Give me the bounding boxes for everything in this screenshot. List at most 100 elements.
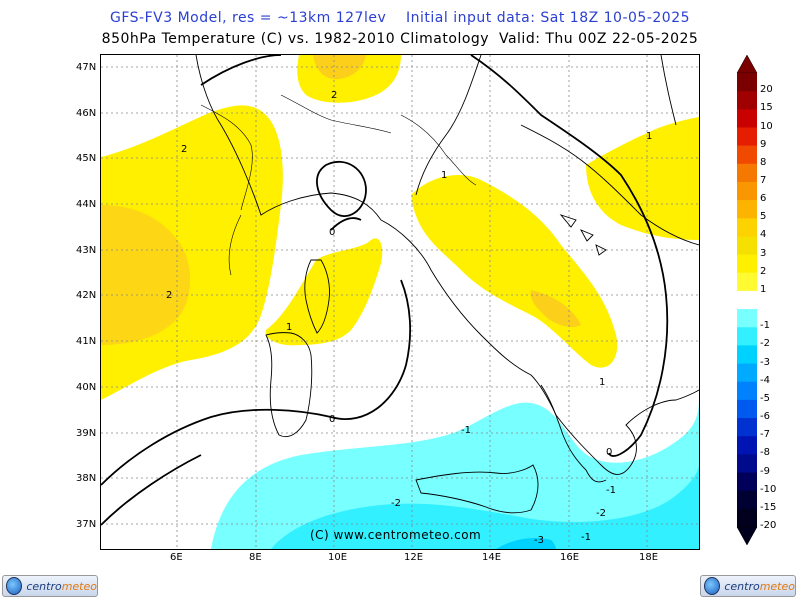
contour-label: -2 bbox=[391, 498, 401, 509]
colorbar-label: 8 bbox=[760, 156, 767, 168]
colorbar-label: -7 bbox=[760, 429, 770, 441]
colorbar-cell bbox=[737, 218, 757, 237]
map-canvas: 2 2 2 1 1 1 0 0 0 -1 -1 -2 -2 -3 1 -1 bbox=[101, 55, 699, 549]
logo-text-b: meteo bbox=[61, 579, 97, 593]
colorbar-label: 3 bbox=[760, 247, 767, 259]
contour-label: 1 bbox=[286, 322, 292, 333]
colorbar-cell bbox=[737, 163, 757, 183]
colorbar-top-arrow bbox=[736, 55, 758, 74]
title-model-line: GFS-FV3 Model, res = ~13km 127lev Initia… bbox=[109, 10, 691, 26]
contour-label: -1 bbox=[581, 532, 591, 543]
warm-anomaly-adriatic-inner bbox=[530, 290, 581, 328]
colorbar-cell bbox=[737, 109, 757, 128]
colorbar-label: -8 bbox=[760, 447, 770, 459]
contour-label: 0 bbox=[329, 227, 335, 238]
grid-lines bbox=[101, 55, 699, 549]
contour-label: 2 bbox=[166, 290, 172, 301]
borders bbox=[200, 94, 477, 276]
colorbar-cell bbox=[737, 309, 757, 328]
lat-label: 47N bbox=[76, 62, 97, 73]
contour-label: -1 bbox=[606, 485, 616, 496]
colorbar-label: -3 bbox=[760, 356, 770, 368]
lat-label: 37N bbox=[76, 519, 97, 530]
colorbar-label: 20 bbox=[760, 84, 773, 96]
colorbar-label: 9 bbox=[760, 138, 767, 150]
title-field-line: 850hPa Temperature (C) vs. 1982-2010 Cli… bbox=[101, 31, 699, 47]
lon-label: 18E bbox=[639, 552, 659, 563]
contour-label: 1 bbox=[441, 170, 447, 181]
colorbar-cell bbox=[737, 454, 757, 473]
lat-label: 40N bbox=[76, 382, 97, 393]
colorbar-cell bbox=[737, 254, 757, 274]
cold-anomaly-south bbox=[211, 400, 699, 549]
warm-anomaly-alps-inner bbox=[313, 55, 366, 80]
lat-label: 44N bbox=[76, 199, 97, 210]
colorbar-cell bbox=[737, 327, 757, 346]
lon-label: 12E bbox=[404, 552, 424, 563]
colorbar-cell bbox=[737, 490, 757, 510]
contour-label: 2 bbox=[181, 144, 187, 155]
colorbar-cell bbox=[737, 436, 757, 455]
lat-label: 42N bbox=[76, 290, 97, 301]
contour-label: -1 bbox=[461, 425, 471, 436]
lat-label: 45N bbox=[76, 153, 97, 164]
colorbar-cell bbox=[737, 145, 757, 165]
colorbar-cell bbox=[737, 399, 757, 419]
colorbar-cell bbox=[737, 381, 757, 401]
logo-text-a: centro bbox=[724, 579, 760, 593]
colorbar-label: 1 bbox=[760, 283, 767, 295]
contour-label: 2 bbox=[331, 90, 337, 101]
colorbar-label: -1 bbox=[760, 320, 770, 332]
cold-anomaly-core bbox=[496, 538, 556, 549]
colorbar-label: 2 bbox=[760, 265, 767, 277]
warm-anomaly-west-inner bbox=[101, 205, 191, 345]
colorbar-cell bbox=[737, 200, 757, 219]
lat-label: 39N bbox=[76, 428, 97, 439]
colorbar-label: 10 bbox=[760, 120, 773, 132]
coastlines bbox=[195, 55, 699, 514]
colorbar-label: -9 bbox=[760, 465, 770, 477]
colorbar-cell bbox=[737, 345, 757, 364]
colorbar-cell bbox=[737, 508, 757, 528]
lon-label: 6E bbox=[170, 552, 183, 563]
lon-label: 14E bbox=[482, 552, 502, 563]
lon-label: 10E bbox=[328, 552, 348, 563]
contour-label: 0 bbox=[606, 447, 612, 458]
colorbar-cell bbox=[737, 272, 757, 292]
colorbar-label: -20 bbox=[760, 520, 777, 531]
colorbar-label: -2 bbox=[760, 338, 770, 350]
contour-labels: 2 2 2 1 1 1 0 0 0 -1 -1 -2 -2 -3 1 -1 bbox=[166, 90, 652, 546]
colorbar-label: -4 bbox=[760, 374, 770, 386]
centrometeo-logo-right[interactable]: centrometeo bbox=[700, 575, 796, 597]
colorbar-label: -15 bbox=[760, 501, 777, 513]
colorbar-cell bbox=[737, 418, 757, 437]
colorbar-label: -10 bbox=[760, 483, 777, 495]
map-panel: 2 2 2 1 1 1 0 0 0 -1 -1 -2 -2 -3 1 -1 bbox=[100, 54, 700, 550]
lat-label: 38N bbox=[76, 473, 97, 484]
logo-text-b: meteo bbox=[759, 579, 795, 593]
lat-label: 46N bbox=[76, 108, 97, 119]
warm-anomaly-corsica bbox=[265, 238, 383, 346]
colorbar-label: 4 bbox=[760, 229, 767, 241]
colorbar-cell bbox=[737, 236, 757, 255]
cold-anomaly-south-inner bbox=[271, 465, 699, 549]
warm-anomaly-east bbox=[586, 117, 699, 240]
globe-icon bbox=[704, 577, 721, 595]
colorbar-label: 6 bbox=[760, 193, 767, 205]
colorbar-label: 5 bbox=[760, 211, 767, 223]
colorbar-label: 7 bbox=[760, 175, 767, 186]
colorbar-label: -5 bbox=[760, 392, 770, 404]
copyright-text: (C) www.centrometeo.com bbox=[310, 528, 482, 542]
lon-label: 16E bbox=[560, 552, 580, 563]
contour-label: -2 bbox=[596, 508, 606, 519]
contour-label: 1 bbox=[646, 131, 652, 142]
colorbar-label: 15 bbox=[760, 102, 773, 114]
centrometeo-logo-left[interactable]: centrometeo bbox=[2, 575, 98, 597]
logo-text-a: centro bbox=[26, 579, 62, 593]
isotherms bbox=[101, 55, 669, 526]
colorbar-cell bbox=[737, 181, 757, 201]
lat-label: 43N bbox=[76, 245, 97, 256]
colorbar bbox=[736, 55, 758, 545]
globe-icon bbox=[6, 577, 23, 595]
colorbar-label: -6 bbox=[760, 411, 770, 422]
